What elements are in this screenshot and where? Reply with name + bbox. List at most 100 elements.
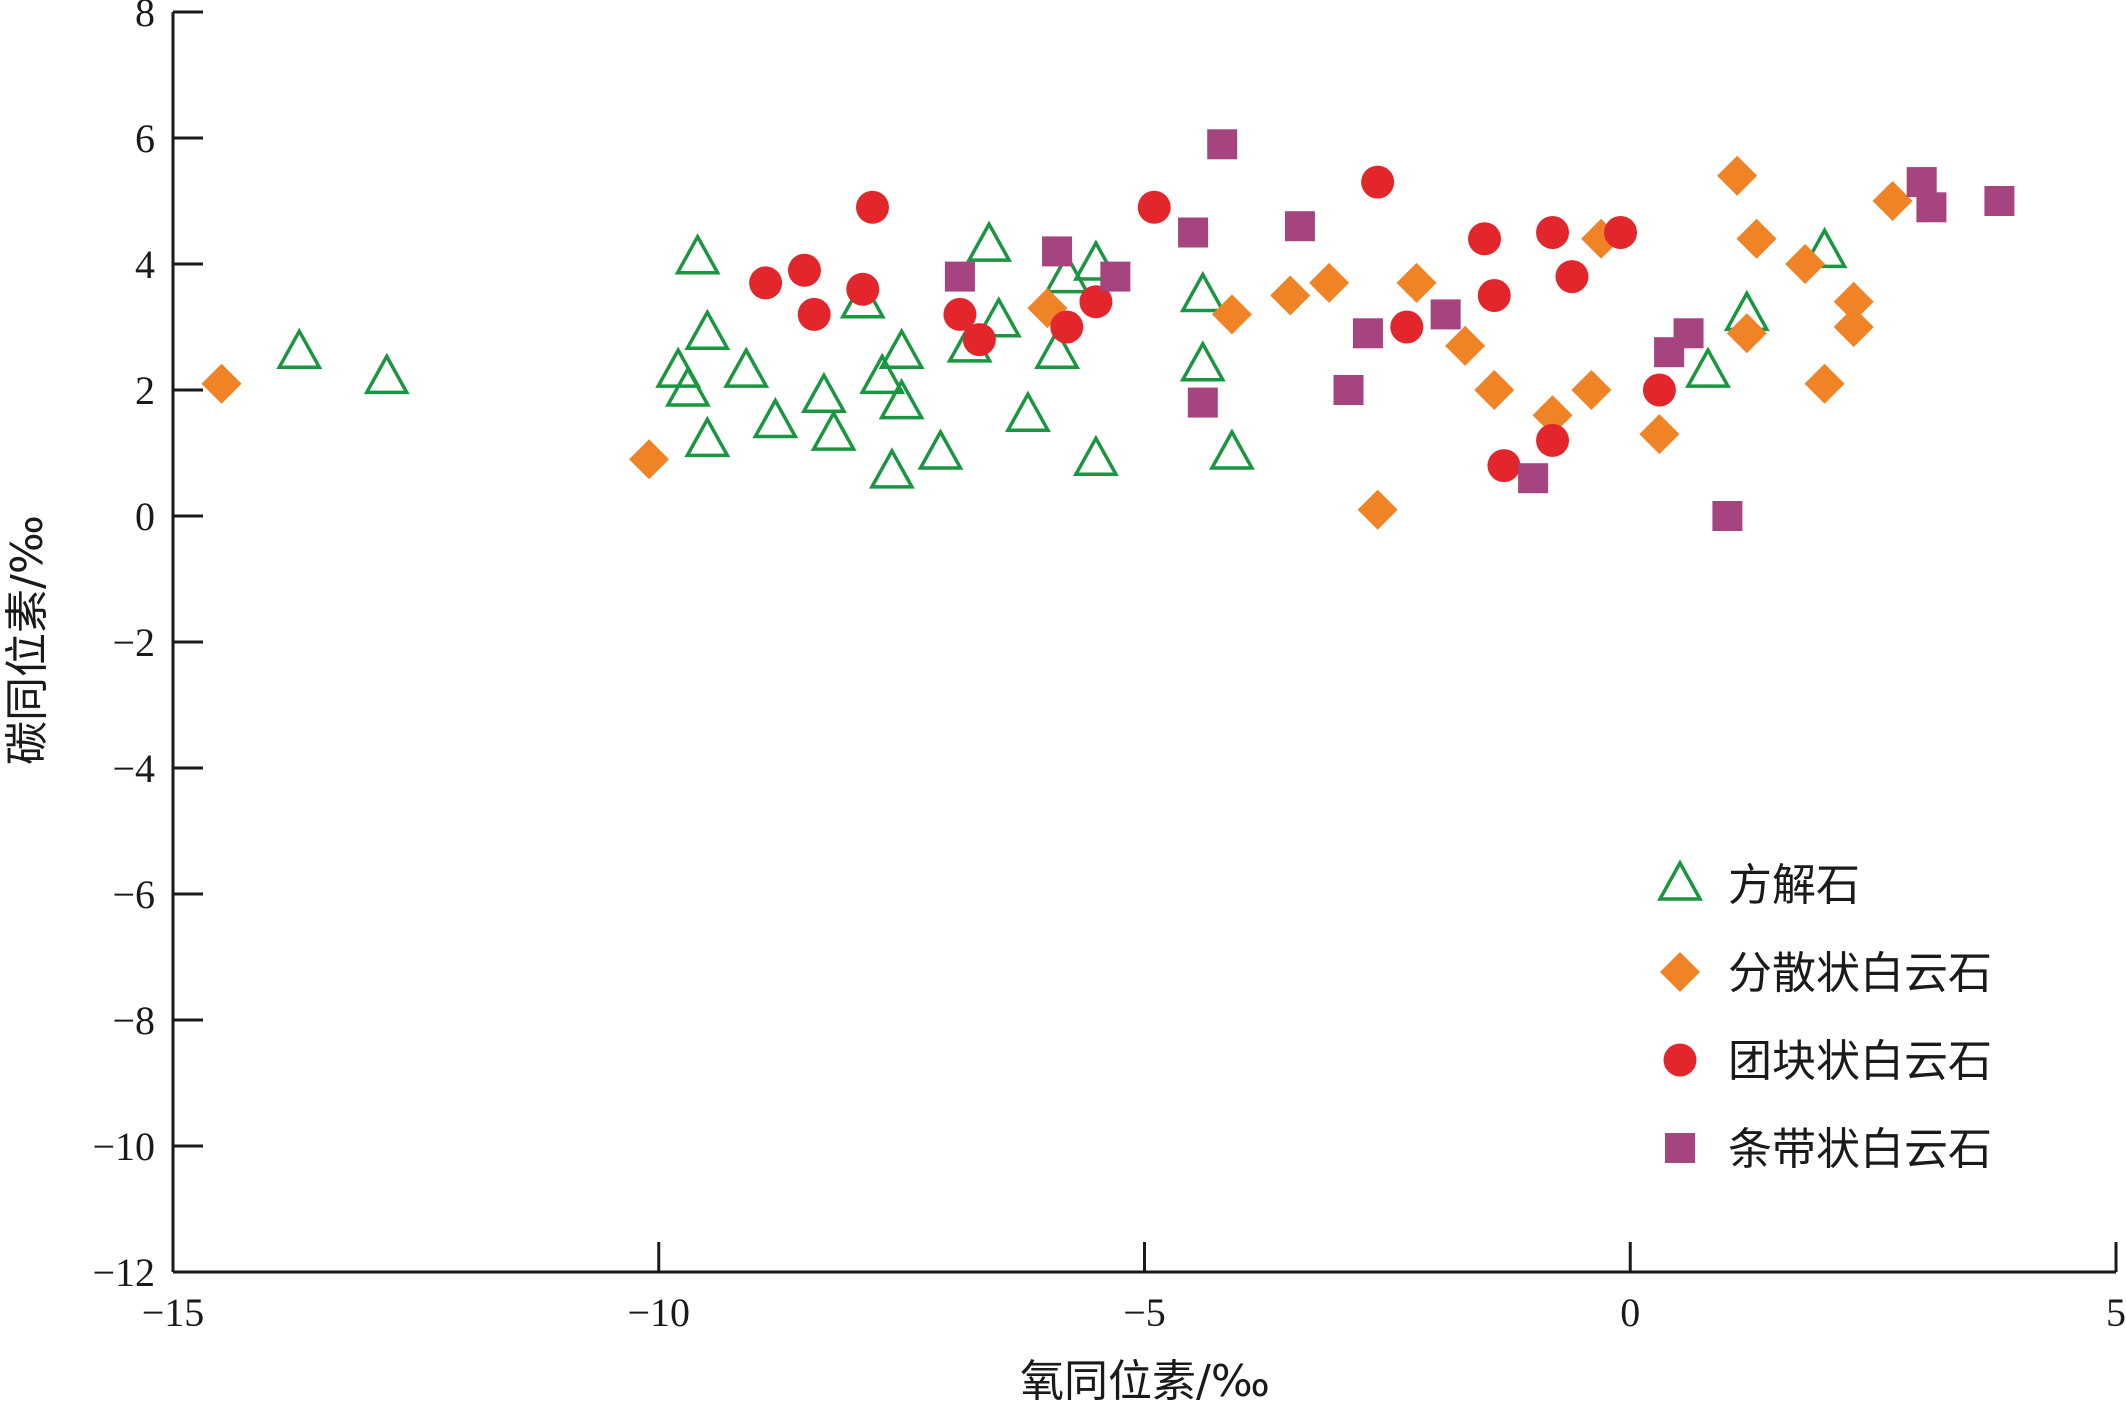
data-point [1208,428,1255,470]
y-tick-label: −2 [112,620,155,665]
data-point [1430,299,1461,330]
legend-marker [1663,1043,1697,1077]
data-point [800,371,847,414]
y-tick-label: 2 [135,368,155,413]
data-point [1361,165,1395,199]
legend-marker [1665,1133,1695,1163]
x-tick-label: −5 [1123,1290,1166,1335]
data-point [1906,167,1937,198]
data-point [1916,192,1947,223]
data-point [655,346,702,388]
y-tick-label: 6 [135,116,155,161]
data-point [1518,463,1549,494]
data-point [1642,373,1676,407]
data-point [1004,390,1051,432]
data-point [1833,307,1874,347]
y-tick-label: −8 [112,998,155,1043]
data-point [1785,244,1826,284]
data-point [1673,318,1704,349]
data-point [1477,279,1511,312]
data-point [787,253,821,287]
legend-label: 方解石 [1728,860,1860,911]
legend-marker [1660,952,1700,992]
data-point [1555,260,1589,294]
data-point [1639,414,1680,455]
data-point [684,415,731,458]
data-point [1187,387,1218,418]
data-point [1804,363,1845,404]
data-point [1042,236,1073,267]
data-points [201,129,2015,531]
data-point [1390,310,1424,344]
data-point [1684,346,1731,388]
data-point [943,297,977,331]
legend-label: 条带状白云石 [1728,1124,1992,1175]
legend-item: 团块状白云石 [1663,1036,1992,1087]
data-point [1872,181,1913,221]
data-point [1712,501,1743,531]
data-point [1571,370,1612,410]
legend-item: 条带状白云石 [1665,1124,1992,1175]
data-point [868,447,915,489]
data-point [1532,395,1573,436]
x-tick-label: 0 [1620,1290,1640,1335]
data-point [859,352,906,395]
data-point [944,261,975,292]
data-point [1179,270,1226,313]
data-point [1736,218,1777,259]
data-point [1474,370,1515,410]
series-4 [944,129,2015,531]
data-point [1178,217,1209,248]
data-point [962,323,996,357]
data-point [1043,251,1090,294]
data-point [723,346,770,388]
data-point [1536,216,1570,249]
data-point [1034,327,1081,369]
data-point [1333,375,1364,405]
series-3 [749,165,1676,483]
legend-label: 团块状白云石 [1728,1036,1992,1087]
y-tick-label: 8 [135,0,155,35]
y-tick-label: −4 [112,746,155,791]
legend-item: 分散状白云石 [1660,948,1992,999]
data-point [1079,285,1113,319]
data-point [1100,261,1131,292]
series-1 [276,220,1848,489]
data-point [1984,186,2015,216]
data-point [1211,294,1252,335]
data-point [674,233,721,275]
data-point [810,409,857,451]
data-point [1604,216,1638,249]
y-axis-ticks: −12 −10 −8 −6 −4 −2 0 2 4 6 8 [92,0,203,1295]
data-point [1072,434,1119,477]
y-tick-label: 0 [135,494,155,539]
x-tick-label: −10 [627,1290,690,1335]
data-point [975,296,1022,338]
data-point [363,352,410,395]
data-point [1717,155,1758,196]
data-point [752,396,799,439]
y-tick-label: −12 [92,1250,155,1295]
data-point [1284,211,1315,242]
data-point [749,266,783,300]
data-point [1801,226,1848,269]
x-axis-ticks: −15 −10 −5 0 5 [142,1242,2126,1335]
data-point [878,377,925,420]
data-point [797,297,831,331]
data-point [664,365,711,407]
data-point [1445,325,1486,366]
data-point [1270,275,1311,316]
data-point [1536,423,1570,457]
data-point [1309,262,1350,303]
data-point [846,272,880,306]
data-point [1487,449,1521,483]
data-point [201,363,242,404]
data-point [878,327,925,369]
x-axis-label: 氧同位素/‰ [1020,1356,1270,1407]
x-tick-label: 5 [2106,1290,2126,1335]
data-point [1072,239,1119,281]
data-point [629,439,670,480]
y-tick-label: −6 [112,872,155,917]
series-2 [201,155,1913,530]
